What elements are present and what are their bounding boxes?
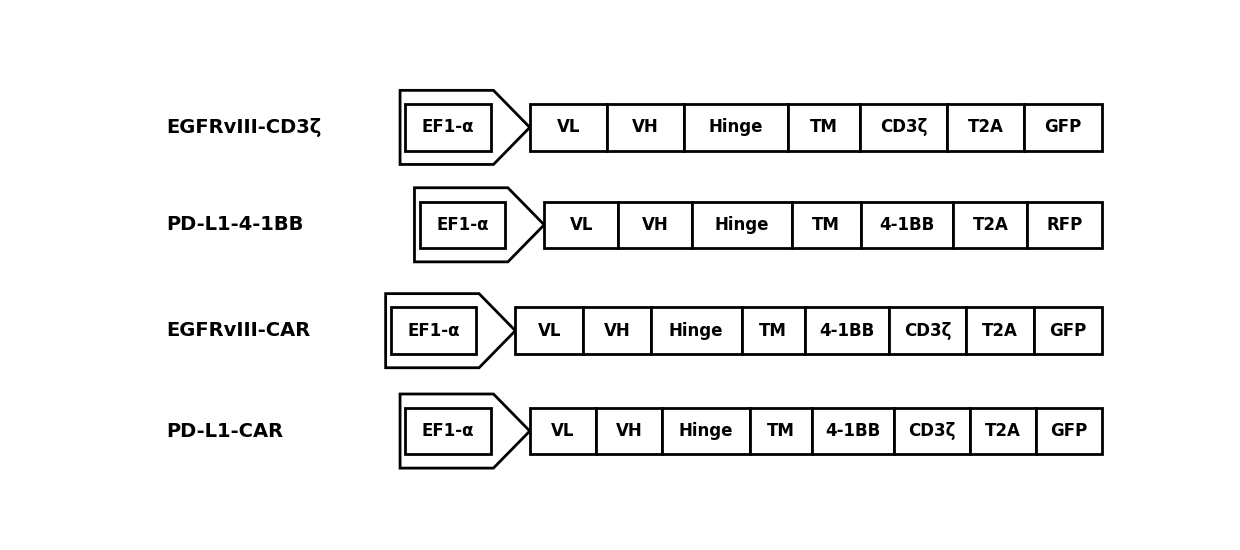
FancyBboxPatch shape <box>1024 104 1101 151</box>
FancyBboxPatch shape <box>529 408 596 454</box>
FancyBboxPatch shape <box>606 104 684 151</box>
Text: PD-L1-4-1BB: PD-L1-4-1BB <box>166 215 304 234</box>
Text: VH: VH <box>642 216 668 234</box>
FancyBboxPatch shape <box>894 408 970 454</box>
Text: VH: VH <box>632 118 658 136</box>
FancyBboxPatch shape <box>662 408 750 454</box>
FancyBboxPatch shape <box>529 104 606 151</box>
Text: CD3ζ: CD3ζ <box>908 422 956 440</box>
Text: Hinge: Hinge <box>708 118 763 136</box>
Text: 4-1BB: 4-1BB <box>879 216 935 234</box>
FancyBboxPatch shape <box>947 104 1024 151</box>
Text: VL: VL <box>551 422 574 440</box>
FancyBboxPatch shape <box>792 201 861 248</box>
Text: VL: VL <box>569 216 593 234</box>
Text: VL: VL <box>557 118 580 136</box>
FancyBboxPatch shape <box>861 201 954 248</box>
FancyBboxPatch shape <box>787 104 859 151</box>
FancyBboxPatch shape <box>544 201 619 248</box>
FancyBboxPatch shape <box>619 201 692 248</box>
Text: EGFRvIII-CD3ζ: EGFRvIII-CD3ζ <box>166 118 322 137</box>
FancyBboxPatch shape <box>1028 201 1101 248</box>
FancyBboxPatch shape <box>684 104 787 151</box>
Text: TM: TM <box>812 216 841 234</box>
Text: T2A: T2A <box>972 216 1008 234</box>
FancyBboxPatch shape <box>812 408 894 454</box>
Text: EF1-α: EF1-α <box>422 118 475 136</box>
FancyBboxPatch shape <box>692 201 792 248</box>
Text: CD3ζ: CD3ζ <box>879 118 928 136</box>
Text: 4-1BB: 4-1BB <box>826 422 880 440</box>
Text: RFP: RFP <box>1047 216 1083 234</box>
FancyBboxPatch shape <box>859 104 947 151</box>
FancyBboxPatch shape <box>1035 408 1101 454</box>
Polygon shape <box>414 188 544 262</box>
Text: VH: VH <box>615 422 642 440</box>
Text: GFP: GFP <box>1050 422 1087 440</box>
FancyBboxPatch shape <box>405 408 491 454</box>
Text: T2A: T2A <box>985 422 1021 440</box>
FancyBboxPatch shape <box>391 307 476 354</box>
FancyBboxPatch shape <box>750 408 812 454</box>
Text: Hinge: Hinge <box>678 422 733 440</box>
FancyBboxPatch shape <box>966 307 1034 354</box>
FancyBboxPatch shape <box>419 201 505 248</box>
Text: TM: TM <box>759 322 787 340</box>
Text: TM: TM <box>810 118 837 136</box>
FancyBboxPatch shape <box>516 307 583 354</box>
Text: Hinge: Hinge <box>668 322 723 340</box>
FancyBboxPatch shape <box>596 408 662 454</box>
Text: VH: VH <box>604 322 630 340</box>
Polygon shape <box>386 294 516 368</box>
Text: CD3ζ: CD3ζ <box>904 322 951 340</box>
Text: PD-L1-CAR: PD-L1-CAR <box>166 421 284 441</box>
Text: EF1-α: EF1-α <box>436 216 489 234</box>
FancyBboxPatch shape <box>805 307 889 354</box>
FancyBboxPatch shape <box>970 408 1035 454</box>
Text: TM: TM <box>768 422 795 440</box>
Text: Hinge: Hinge <box>714 216 769 234</box>
Text: 4-1BB: 4-1BB <box>820 322 874 340</box>
Text: T2A: T2A <box>982 322 1018 340</box>
Text: T2A: T2A <box>968 118 1003 136</box>
FancyBboxPatch shape <box>889 307 966 354</box>
FancyBboxPatch shape <box>1034 307 1101 354</box>
FancyBboxPatch shape <box>742 307 805 354</box>
FancyBboxPatch shape <box>583 307 651 354</box>
Text: VL: VL <box>537 322 560 340</box>
Polygon shape <box>401 394 529 468</box>
FancyBboxPatch shape <box>651 307 742 354</box>
Text: EGFRvIII-CAR: EGFRvIII-CAR <box>166 321 311 340</box>
FancyBboxPatch shape <box>405 104 491 151</box>
FancyBboxPatch shape <box>954 201 1028 248</box>
Text: GFP: GFP <box>1044 118 1081 136</box>
Polygon shape <box>401 90 529 164</box>
Text: EF1-α: EF1-α <box>408 322 460 340</box>
Text: EF1-α: EF1-α <box>422 422 475 440</box>
Text: GFP: GFP <box>1049 322 1086 340</box>
